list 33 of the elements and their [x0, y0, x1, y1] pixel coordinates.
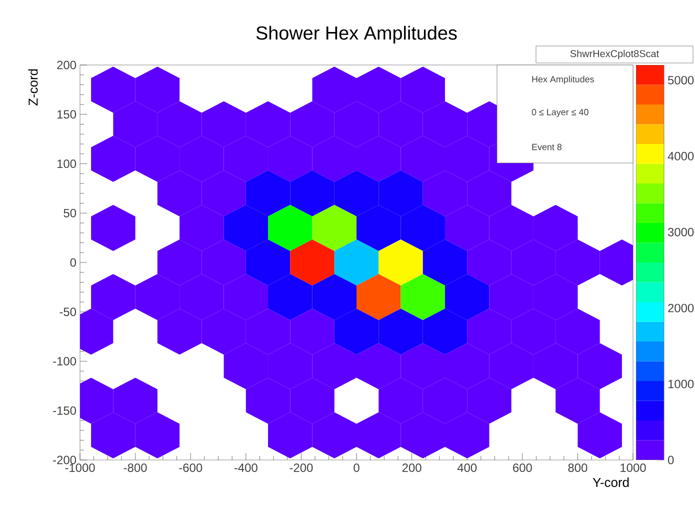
color-bar-label: 3000 — [668, 228, 694, 236]
annotation: Event 8 — [532, 144, 562, 150]
text: ShwrHexCplot8Scat — [570, 50, 659, 60]
annotation: Hex Amplitudes — [532, 76, 594, 84]
color-bar-label: 1000 — [668, 380, 694, 388]
y-tick-label: 100 — [57, 160, 76, 168]
y-tick-label: -50 — [60, 308, 76, 316]
x-tick-label: -800 — [124, 464, 147, 472]
color-bar-label: 4000 — [668, 152, 694, 160]
x-tick-label: 0 — [354, 464, 360, 472]
y-tick-label: 50 — [64, 208, 76, 218]
x-tick-label: 1000 — [620, 464, 646, 472]
y-tick-label: 200 — [57, 60, 76, 70]
y-tick-label: -150 — [53, 406, 76, 415]
color-bar-label: 0 — [668, 456, 674, 464]
y-axis-title: Z-cord — [28, 69, 38, 106]
color-bar-label: 2000 — [668, 304, 694, 312]
x-tick-label: -600 — [179, 464, 202, 472]
x-axis-title: Y-cord — [592, 478, 629, 488]
x-tick-label: 600 — [513, 464, 532, 472]
x-tick-label: 200 — [402, 464, 422, 472]
y-tick-label: -200 — [53, 456, 76, 464]
x-tick-label: -200 — [290, 464, 313, 472]
y-tick-label: -100 — [53, 357, 76, 366]
y-tick-label: 150 — [57, 110, 76, 119]
color-bar-label: 5000 — [668, 76, 694, 84]
y-tick-label: 0 — [70, 258, 76, 267]
chart-title: Shower Hex Amplitudes — [256, 26, 457, 44]
annotation: 0 ≤ Layer ≤ 40 — [532, 108, 588, 118]
x-tick-label: -1000 — [65, 464, 95, 472]
x-tick-label: -400 — [234, 464, 258, 472]
x-tick-label: 400 — [457, 464, 477, 472]
x-tick-label: 800 — [568, 464, 588, 472]
